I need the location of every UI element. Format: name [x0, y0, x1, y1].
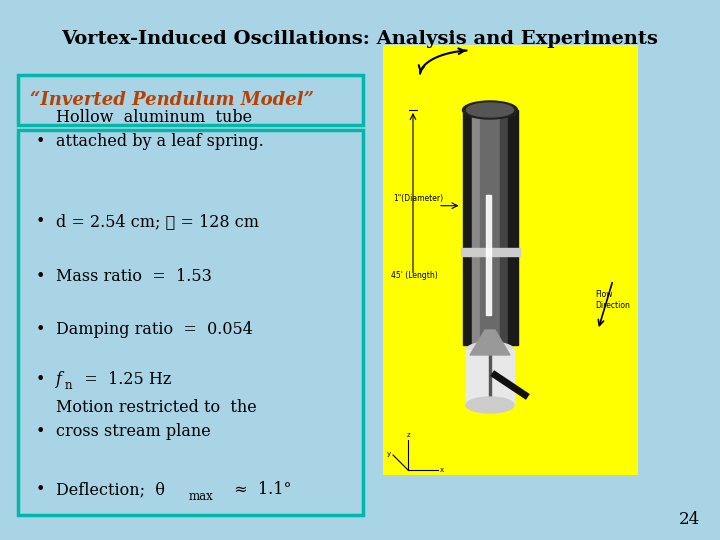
Text: •: • [36, 321, 45, 338]
Text: n: n [65, 379, 73, 392]
Bar [484, 345, 496, 405]
Text: “Inverted Pendulum Model”: “Inverted Pendulum Model” [30, 91, 314, 109]
Bar [462, 110, 472, 345]
Ellipse shape [467, 103, 513, 117]
Ellipse shape [466, 397, 514, 413]
Text: •: • [36, 371, 45, 388]
Text: •: • [36, 213, 45, 230]
Text: Vortex-Induced Oscillations: Analysis and Experiments: Vortex-Induced Oscillations: Analysis an… [62, 30, 658, 48]
Bar [486, 195, 491, 315]
Bar [466, 350, 514, 405]
Text: ≈  1.1°: ≈ 1.1° [224, 481, 292, 498]
Text: 24: 24 [679, 511, 700, 528]
Bar [18, 130, 363, 515]
Bar [18, 75, 363, 125]
Text: x: x [440, 467, 444, 473]
Text: Mass ratio  =  1.53: Mass ratio = 1.53 [56, 268, 212, 285]
Text: Deflection;  θ: Deflection; θ [56, 481, 165, 498]
Ellipse shape [462, 101, 518, 119]
Bar [508, 110, 518, 345]
Text: y: y [387, 451, 391, 457]
Bar [489, 350, 491, 400]
Text: z: z [408, 432, 411, 438]
Bar [472, 110, 480, 345]
Text: Damping ratio  =  0.054: Damping ratio = 0.054 [56, 321, 253, 338]
Text: max: max [189, 490, 214, 503]
Bar [480, 110, 500, 345]
Text: Hollow  aluminum  tube
attached by a leaf spring.: Hollow aluminum tube attached by a leaf … [56, 110, 264, 150]
Bar [383, 45, 638, 475]
Text: 1"(Diameter): 1"(Diameter) [393, 194, 443, 202]
Text: 45' (Length): 45' (Length) [391, 271, 438, 280]
Text: •: • [36, 481, 45, 498]
Text: Flow
Direction: Flow Direction [595, 290, 630, 310]
Text: Motion restricted to  the
cross stream plane: Motion restricted to the cross stream pl… [56, 400, 257, 440]
Ellipse shape [466, 342, 514, 358]
Text: •: • [36, 268, 45, 285]
Bar [500, 110, 508, 345]
Bar [461, 248, 520, 256]
Text: d = 2.54 cm; ℓ = 128 cm: d = 2.54 cm; ℓ = 128 cm [56, 213, 259, 230]
Text: =  1.25 Hz: = 1.25 Hz [74, 371, 171, 388]
Text: •: • [36, 423, 45, 440]
Text: •: • [36, 133, 45, 150]
Text: f: f [56, 371, 62, 388]
Polygon shape [470, 330, 510, 355]
